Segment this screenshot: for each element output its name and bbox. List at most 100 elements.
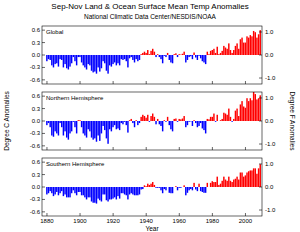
bar: [79, 120, 80, 122]
chart: Sep-Nov Land & Ocean Surface Mean Temp A…: [0, 0, 300, 232]
bar: [84, 121, 85, 136]
bar: [119, 187, 120, 199]
bar: [192, 187, 193, 190]
bar: [63, 187, 64, 196]
bar: [73, 121, 74, 123]
bar: [188, 187, 189, 190]
bar: [150, 116, 151, 121]
bar: [223, 177, 224, 187]
bar: [89, 55, 90, 65]
y2-tick-label: 0.0: [265, 184, 274, 190]
bar: [238, 180, 239, 187]
y-tick: [42, 55, 45, 56]
bar: [157, 54, 158, 56]
y2-tick-label: 0.0: [265, 118, 274, 124]
background: [0, 0, 300, 232]
bar: [260, 164, 261, 187]
y-tick-label: 0.3: [32, 106, 41, 112]
bar: [231, 53, 232, 55]
bar: [132, 55, 133, 60]
bar: [124, 55, 125, 59]
x-tick: [113, 213, 114, 216]
bar: [139, 55, 140, 60]
bar: [112, 55, 113, 64]
bar: [167, 53, 168, 55]
bar: [193, 120, 194, 122]
bar: [134, 55, 135, 62]
bar: [218, 185, 219, 187]
bar: [86, 55, 87, 70]
bar: [187, 187, 188, 193]
bar: [76, 121, 77, 133]
bar: [53, 55, 54, 67]
bar: [61, 55, 62, 60]
y-tick-label: -0.3: [30, 196, 41, 202]
bar: [89, 187, 90, 197]
panel-title: Southern Hemisphere: [46, 161, 105, 167]
y2-tick-label: 0.0: [265, 52, 274, 58]
bar: [102, 55, 103, 61]
bar: [218, 121, 219, 122]
bar: [175, 186, 176, 188]
bar: [86, 121, 87, 138]
bar: [159, 187, 160, 189]
bar: [83, 55, 84, 65]
bar: [180, 119, 181, 121]
bar: [197, 55, 198, 60]
bar: [140, 187, 141, 189]
x-tick: [179, 147, 180, 150]
y-tick-label: 0.0: [32, 52, 41, 58]
bar: [81, 55, 82, 62]
bar: [167, 117, 168, 121]
bar: [147, 115, 148, 121]
bar: [192, 55, 193, 59]
bar: [130, 55, 131, 57]
bar: [212, 50, 213, 55]
bar: [149, 185, 150, 187]
bar: [195, 55, 196, 57]
bar: [51, 55, 52, 65]
bar: [238, 49, 239, 55]
bar: [116, 55, 117, 65]
bar: [175, 53, 176, 55]
y-tick: [42, 174, 45, 175]
bar: [53, 187, 54, 196]
bar: [107, 55, 108, 74]
bar: [202, 55, 203, 61]
bar: [170, 55, 171, 62]
bar: [99, 187, 100, 200]
bar: [132, 187, 133, 194]
bar: [162, 55, 163, 63]
bar: [69, 187, 70, 197]
y-tick: [42, 79, 45, 80]
bar: [177, 187, 178, 190]
panel-title: Northern Hemisphere: [46, 95, 104, 101]
bar: [83, 121, 84, 133]
bar: [208, 54, 209, 56]
bar: [195, 121, 196, 123]
bar: [193, 183, 194, 187]
bar: [114, 187, 115, 197]
bar: [226, 115, 227, 121]
bar: [243, 43, 244, 55]
bar: [79, 55, 80, 57]
bar: [233, 119, 234, 121]
bar: [167, 187, 168, 188]
y2-tick-label: 1.0: [265, 29, 274, 35]
bar: [250, 170, 251, 187]
bar: [140, 54, 141, 56]
subtitle: National Climatic Data Center/NESDIS/NOA…: [84, 13, 217, 20]
bar: [198, 184, 199, 187]
x-tick-label: 1880: [40, 218, 54, 224]
bar: [74, 55, 75, 61]
bar: [245, 43, 246, 55]
bar: [230, 181, 231, 187]
bar: [76, 55, 77, 65]
bar: [172, 121, 173, 131]
bar: [180, 187, 181, 189]
bar: [212, 117, 213, 121]
bar: [96, 55, 97, 74]
bar: [142, 115, 143, 121]
bar: [225, 180, 226, 187]
bar: [127, 55, 128, 67]
